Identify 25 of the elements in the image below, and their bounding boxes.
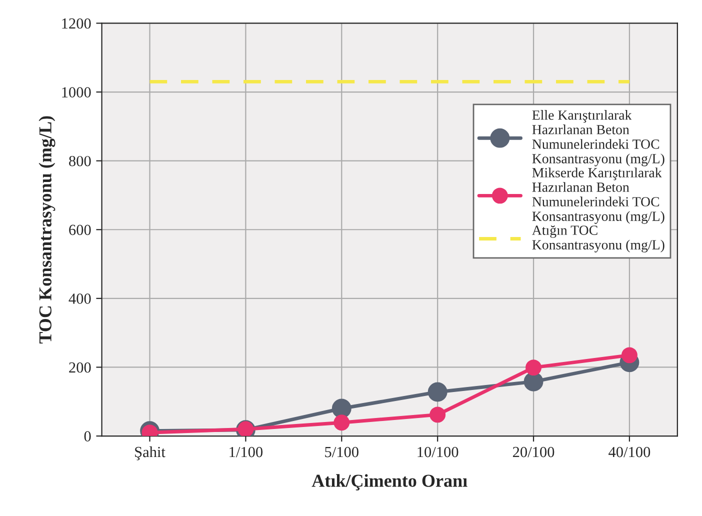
point <box>430 406 446 423</box>
y-tick-label: 1000 <box>62 87 91 98</box>
x-tick-label: 40/100 <box>608 446 650 458</box>
x-tick-label: 5/100 <box>325 446 358 458</box>
y-tick-label: 200 <box>69 362 91 373</box>
point <box>332 398 352 418</box>
point <box>334 414 350 431</box>
y-tick-label: 400 <box>68 294 91 304</box>
point <box>621 347 638 364</box>
x-tick-label: Şahit <box>135 446 166 460</box>
y-tick-label: 1200 <box>62 18 91 29</box>
point <box>526 360 542 376</box>
x-tick-label: 10/100 <box>418 446 458 458</box>
point <box>524 372 544 392</box>
y-axis-title: TOC Konsantrasyonu (mg/L) <box>38 116 56 344</box>
y-tick-label: 600 <box>69 224 91 236</box>
y-tick-label: 800 <box>69 156 91 166</box>
legend-label: Elle Karıştırılarak Hazırlanan Beton Numunelerindeki TOC Konsantrasyonu (mg/L) <box>532 110 664 166</box>
x-tick-label: 20/100 <box>512 446 554 458</box>
legend-label: Mikserde Karıştırılarak Hazırlanan Beton Numunelerindeki TOC Konsantrasyonu (mg/L) <box>532 168 664 224</box>
y-tick-label: 0 <box>84 431 91 442</box>
x-tick-label: 1/100 <box>230 446 263 458</box>
legend-label: Atığın TOC Konsantrasyonu (mg/L) <box>532 225 664 252</box>
point <box>428 382 448 402</box>
x-axis-title: Atık/Çimento Oranı <box>312 474 468 490</box>
